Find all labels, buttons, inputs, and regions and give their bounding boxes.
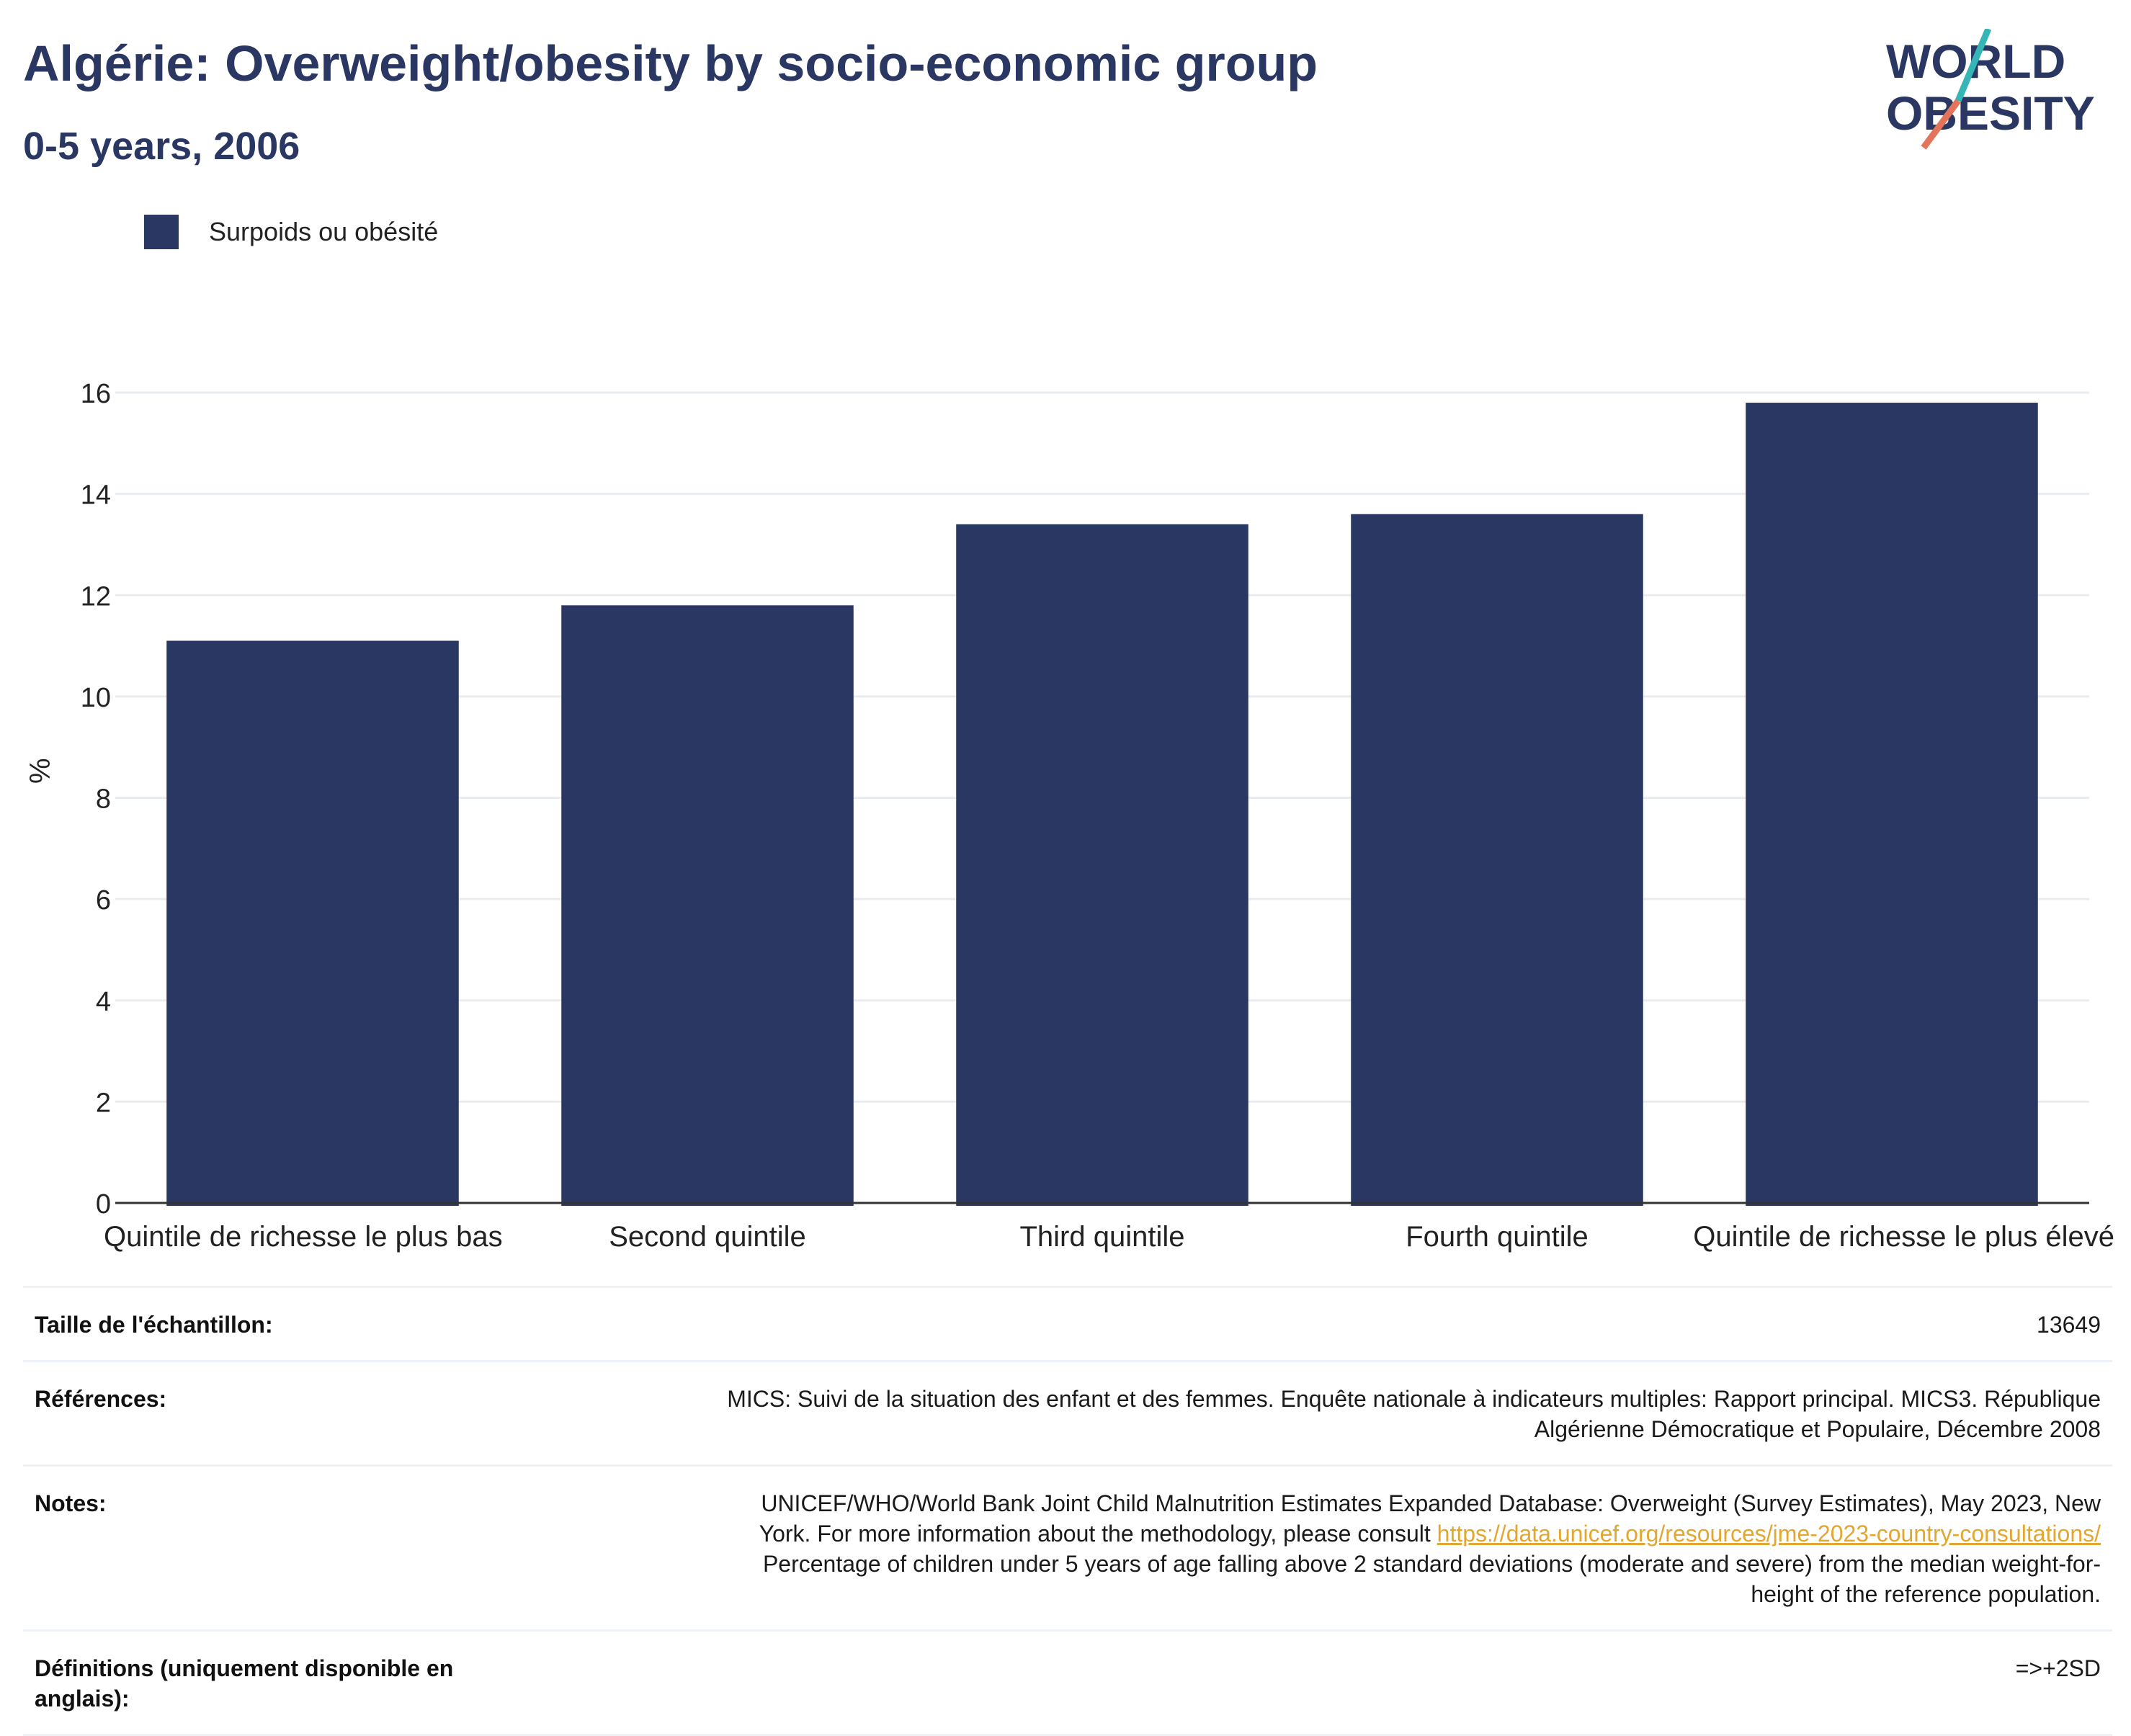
references-value: MICS: Suivi de la situation des enfant e… (588, 1384, 2101, 1444)
bar (1351, 514, 1643, 1206)
y-axis-label: % (24, 758, 56, 784)
bar (956, 524, 1248, 1206)
references-label: Références: (35, 1386, 167, 1412)
notes-label: Notes: (35, 1490, 107, 1516)
notes-line-prefix: York. For more information about the met… (759, 1521, 1431, 1547)
bar (1746, 403, 2038, 1206)
sample-size-value: 13649 (2037, 1312, 2101, 1338)
notes-value: UNICEF/WHO/World Bank Joint Child Malnut… (588, 1488, 2101, 1609)
x-tick-label: Third quintile (1019, 1221, 1184, 1253)
info-row-sample: Taille de l'échantillon: 13649 (23, 1286, 2112, 1360)
info-row-definitions: Définitions (uniquement disponible en an… (23, 1629, 2112, 1734)
bar-chart: 0 2 4 6 8 10 12 14 16 Quintile de richesse le plu… (81, 379, 2114, 1253)
y-tick-label: 6 (96, 885, 111, 916)
references-line: Algérienne Démocratique et Populaire, Dé… (1534, 1416, 2101, 1442)
x-tick-label: Fourth quintile (1406, 1221, 1588, 1253)
y-tick-label: 12 (81, 581, 111, 612)
x-tick-label: Quintile de richesse le plus bas (104, 1221, 503, 1253)
info-table: Taille de l'échantillon: 13649 Référence… (23, 1286, 2112, 1736)
definitions-label-line: anglais): (35, 1686, 130, 1712)
bar (561, 605, 854, 1206)
world-obesity-logo: WORLD OBESITY (1886, 29, 2095, 150)
references-line: MICS: Suivi de la situation des enfant e… (727, 1386, 2101, 1412)
definitions-value: =>+2SD (2015, 1655, 2101, 1681)
y-tick-label: 0 (96, 1189, 111, 1220)
notes-line: York. For more information about the met… (588, 1518, 2101, 1549)
bar (166, 640, 459, 1206)
sample-size-label: Taille de l'échantillon: (35, 1312, 273, 1338)
y-tick-label: 16 (81, 379, 111, 409)
notes-line: UNICEF/WHO/World Bank Joint Child Malnut… (761, 1490, 2101, 1516)
methodology-link[interactable]: https://data.unicef.org/resources/jme-20… (1437, 1521, 2101, 1547)
y-tick-label: 14 (81, 480, 111, 511)
definitions-label: Définitions (uniquement disponible en an… (35, 1653, 524, 1714)
x-tick-label: Quintile de richesse le plus élevé (1693, 1221, 2114, 1253)
y-tick-label: 10 (81, 683, 111, 713)
definitions-label-line: Définitions (uniquement disponible en (35, 1655, 454, 1681)
legend-swatch (144, 215, 179, 249)
notes-line: Percentage of children under 5 years of … (762, 1551, 2101, 1577)
y-tick-label: 4 (96, 987, 111, 1017)
info-row-notes: Notes: UNICEF/WHO/World Bank Joint Child… (23, 1464, 2112, 1629)
chart-legend: Surpoids ou obésité (144, 215, 438, 249)
logo-word-2: OBESITY (1886, 86, 2095, 140)
legend-label: Surpoids ou obésité (209, 217, 439, 246)
info-row-references: Références: MICS: Suivi de la situation … (23, 1360, 2112, 1464)
notes-line: height of the reference population. (1751, 1581, 2101, 1607)
y-tick-label: 8 (96, 784, 111, 815)
page-subtitle: 0-5 years, 2006 (23, 125, 300, 168)
page-title: Algérie: Overweight/obesity by socio-eco… (23, 35, 1318, 91)
y-tick-label: 2 (96, 1088, 111, 1118)
x-tick-label: Second quintile (609, 1221, 806, 1253)
